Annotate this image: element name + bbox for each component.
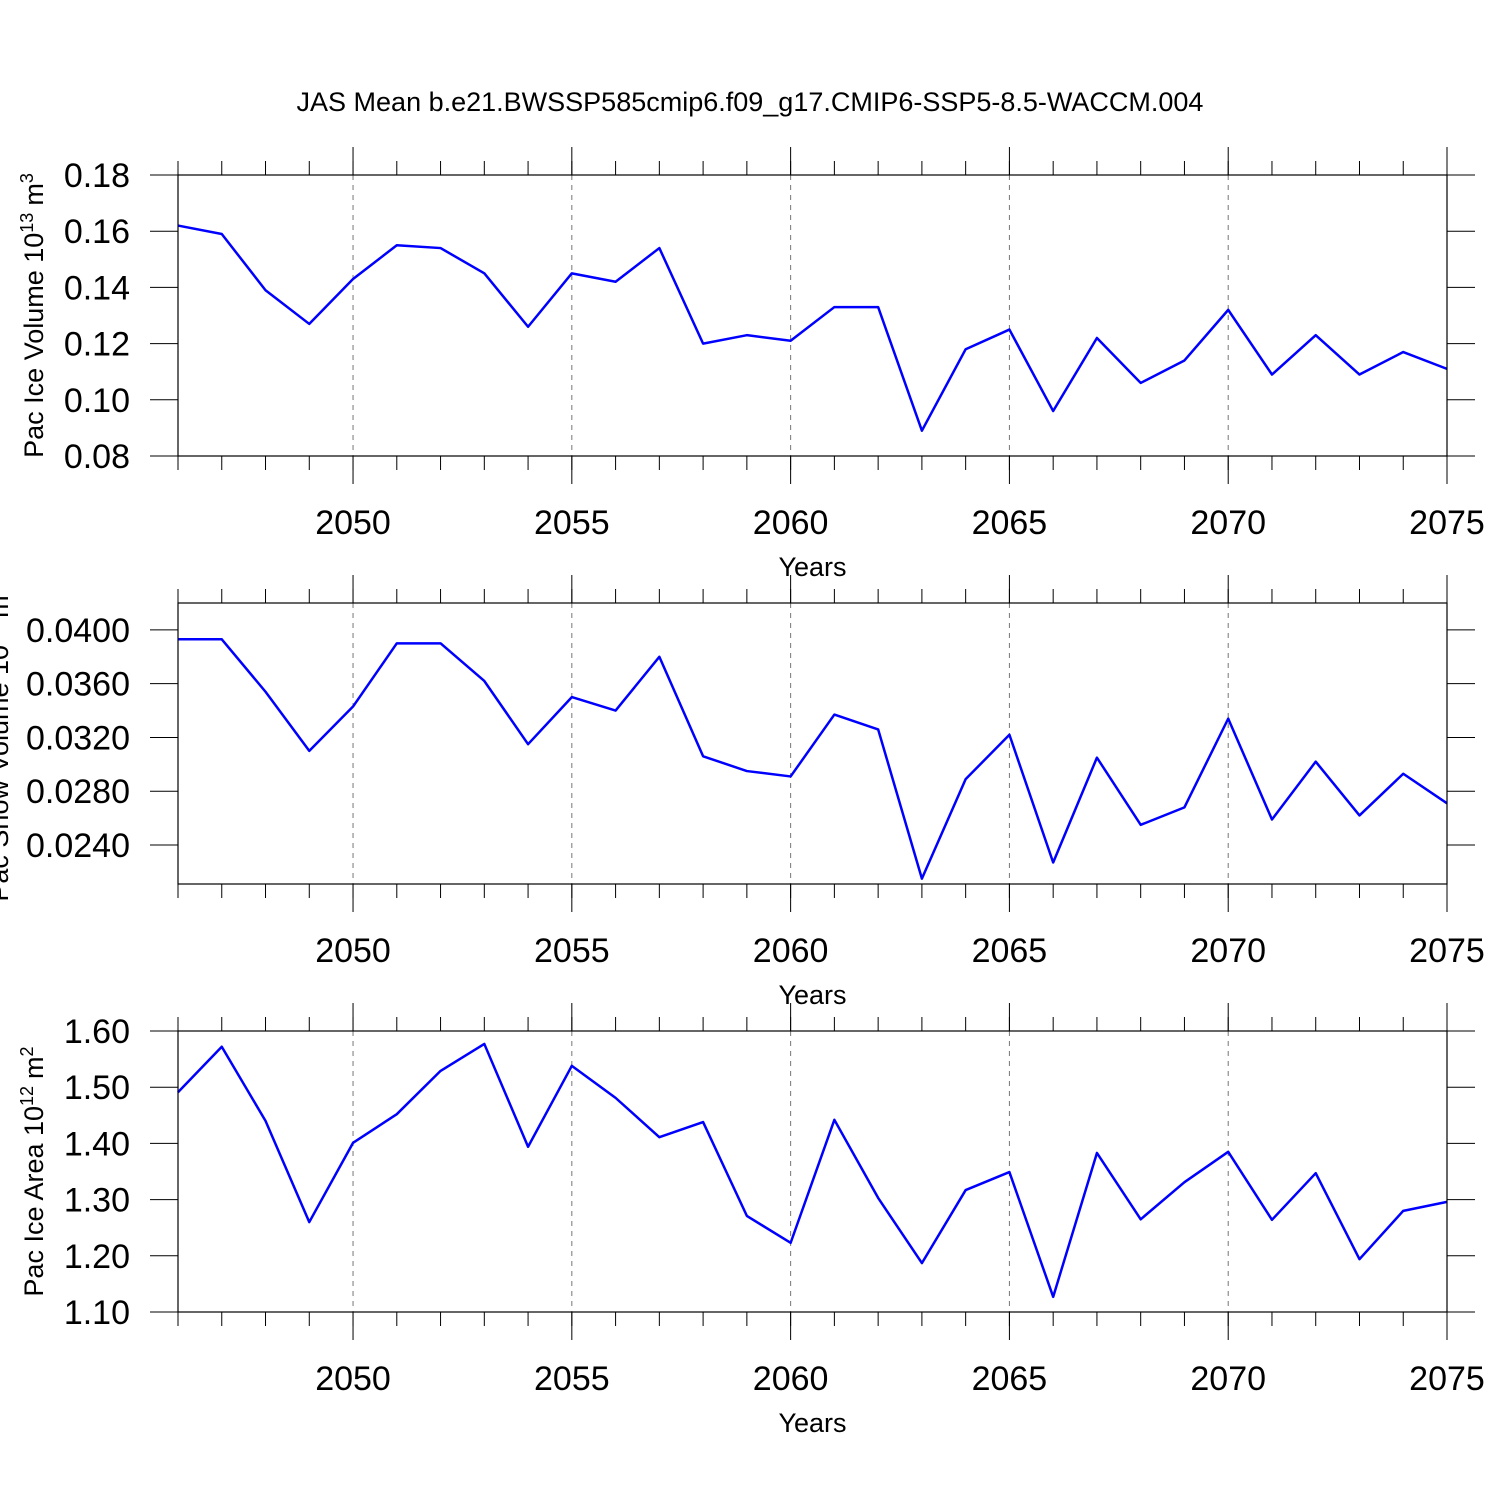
x-tick-label: 2065: [972, 932, 1048, 970]
y-axis-title-part: Pac Ice Area 10: [19, 1106, 49, 1297]
x-tick-label: 2060: [753, 504, 829, 542]
y-tick-label: 1.60: [64, 1013, 130, 1051]
x-axis-title: Years: [778, 1408, 846, 1438]
data-line: [177, 224, 1448, 432]
y-tick-label: 0.10: [64, 382, 130, 420]
x-tick-label: 2065: [972, 1360, 1048, 1398]
y-axis-title-part: 3: [0, 585, 2, 595]
y-tick-label: 1.50: [64, 1069, 130, 1107]
chart-title: JAS Mean b.e21.BWSSP585cmip6.f09_g17.CMI…: [297, 87, 1204, 117]
x-tick-label: 2070: [1190, 1360, 1266, 1398]
x-tick-label: 2055: [534, 1360, 610, 1398]
y-tick-label: 0.0360: [26, 666, 130, 704]
y-tick-label: 0.0400: [26, 612, 130, 650]
x-tick-label: 2055: [534, 932, 610, 970]
y-axis-title-part: m: [19, 183, 49, 206]
y-tick-label: 0.14: [64, 269, 130, 307]
y-axis-title: Pac Ice Volume 1013 m3: [17, 173, 49, 458]
y-tick-label: 0.0240: [26, 827, 130, 865]
x-tick-label: 2055: [534, 504, 610, 542]
x-axis-title: Years: [778, 980, 846, 1010]
y-tick-label: 1.30: [64, 1182, 130, 1220]
plot-frame: [177, 174, 1448, 457]
x-tick-label: 2050: [315, 504, 391, 542]
y-tick-label: 0.16: [64, 213, 130, 251]
y-axis-title: Pac Ice Area 1012 m2: [17, 1046, 49, 1296]
y-tick-label: 1.20: [64, 1238, 130, 1276]
y-tick-label: 0.08: [64, 438, 130, 476]
plot-frame: [177, 602, 1448, 885]
x-tick-label: 2075: [1409, 1360, 1485, 1398]
x-tick-label: 2050: [315, 932, 391, 970]
y-tick-label: 0.0320: [26, 719, 130, 757]
y-axis-title-part: m: [0, 595, 14, 618]
y-axis-title-part: Pac Ice Volume 10: [19, 233, 49, 458]
y-axis-title-part: Pac Snow Volume 10: [0, 645, 14, 902]
x-tick-label: 2060: [753, 1360, 829, 1398]
x-tick-label: 2070: [1190, 932, 1266, 970]
data-line: [178, 638, 1448, 880]
x-tick-label: 2060: [753, 932, 829, 970]
y-axis-title-part: 13: [17, 213, 37, 233]
data-line: [177, 1042, 1448, 1299]
x-tick-label: 2065: [972, 504, 1048, 542]
y-tick-label: 1.40: [64, 1125, 130, 1163]
y-tick-label: 0.12: [64, 326, 130, 364]
y-tick-label: 0.18: [64, 157, 130, 195]
y-axis-title-part: 12: [17, 1086, 37, 1106]
y-axis-title-part: 3: [17, 173, 37, 183]
x-tick-label: 2075: [1409, 504, 1485, 542]
x-tick-label: 2070: [1190, 504, 1266, 542]
x-axis-title: Years: [778, 552, 846, 582]
y-tick-label: 1.10: [64, 1294, 130, 1332]
y-tick-label: 0.0280: [26, 773, 130, 811]
x-tick-label: 2075: [1409, 932, 1485, 970]
x-tick-label: 2050: [315, 1360, 391, 1398]
y-axis-title: Pac Snow Volume 1013 m3: [0, 585, 14, 901]
y-axis-title-part: 13: [0, 625, 2, 645]
plot-frame: [177, 1030, 1448, 1313]
y-axis-title-part: 2: [17, 1046, 37, 1056]
y-axis-title-part: m: [19, 1056, 49, 1079]
